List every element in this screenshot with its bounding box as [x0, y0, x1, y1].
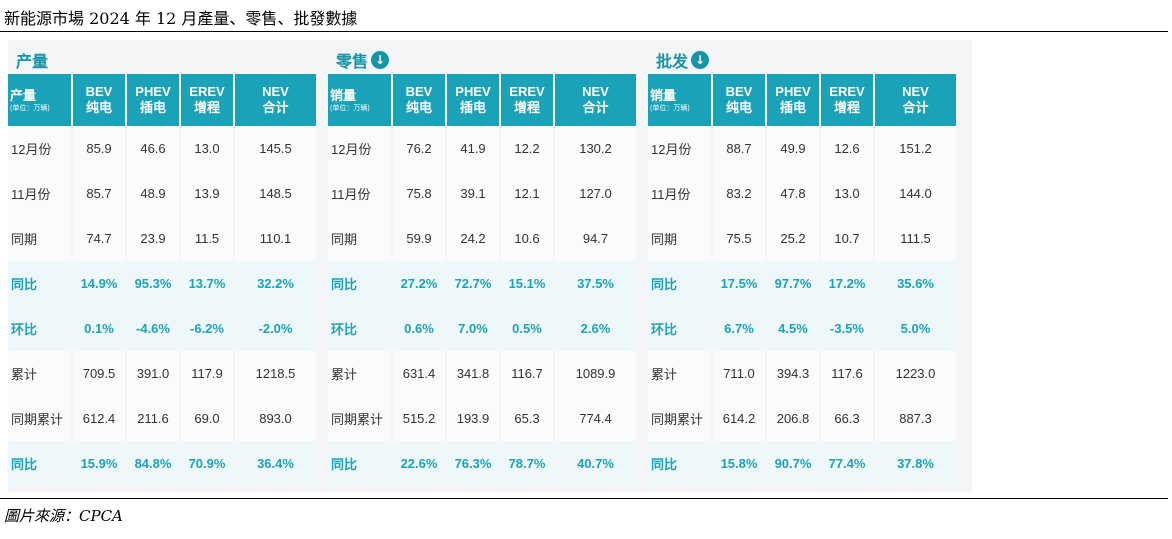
header-phev: PHEV 插电 — [446, 74, 501, 126]
header-phev: PHEV 插电 — [126, 74, 181, 126]
figure-source: 圖片來源：CPCA — [4, 507, 123, 525]
header-metric-label: 产量 — [10, 87, 37, 103]
header-metric: 销量 (单位：万辆) — [328, 74, 393, 126]
header-bev: BEV 纯电 — [712, 74, 767, 126]
wholesale-table: 销量 (单位：万辆) BEV 纯电 PHEV 插电 EREV 增程 NEV 合计 12月… — [648, 74, 956, 486]
production-title: 产量 — [16, 52, 49, 71]
table-row: 12月份 76.2 41.9 12.2 130.2 — [328, 126, 636, 171]
header-metric: 销量 (单位：万辆) — [648, 74, 713, 126]
table-row: 11月份 75.8 39.1 12.1 127.0 — [328, 171, 636, 216]
table-row: 同期累计 614.2 206.8 66.3 887.3 — [648, 396, 956, 441]
header-bev: BEV 纯电 — [392, 74, 447, 126]
table-row: 11月份 85.7 48.9 13.9 148.5 — [8, 171, 316, 216]
table-row: 12月份 88.7 49.9 12.6 151.2 — [648, 126, 956, 171]
header-nev: NEV 合计 — [874, 74, 956, 126]
panel-title: 产量 — [16, 48, 48, 72]
panel-title: 批发 ↓ — [656, 48, 710, 72]
table-row: 同期累计 612.4 211.6 69.0 893.0 — [8, 396, 316, 441]
arrow-down-circle-icon: ↓ — [371, 51, 390, 69]
header-row: 销量 (单位：万辆) BEV 纯电 PHEV 插电 EREV 增程 NEV 合计 — [328, 74, 636, 126]
header-erev: EREV 增程 — [180, 74, 235, 126]
header-row: 产量 (单位：万辆) BEV 纯电 PHEV 插电 EREV 增程 NEV 合计 — [8, 74, 316, 126]
table-row: 12月份 85.9 46.6 13.0 145.5 — [8, 126, 316, 171]
table-row-highlight: 同比 15.9% 84.8% 70.9% 36.4% — [8, 441, 316, 486]
table-row-highlight: 同比 15.8% 90.7% 77.4% 37.8% — [648, 441, 956, 486]
header-nev: NEV 合计 — [234, 74, 316, 126]
table-row: 累计 631.4 341.8 116.7 1089.9 — [328, 351, 636, 396]
header-row: 销量 (单位：万辆) BEV 纯电 PHEV 插电 EREV 增程 NEV 合计 — [648, 74, 956, 126]
header-metric-label: 销量 — [330, 87, 357, 103]
arrow-down-circle-icon: ↓ — [691, 51, 710, 69]
header-metric: 产量 (单位：万辆) — [8, 74, 73, 126]
header-erev: EREV 增程 — [500, 74, 555, 126]
figure: CPCA CPCA CPCA CPCA CPCA CPCA 产量 产量 (单位：… — [8, 40, 972, 492]
header-nev: NEV 合计 — [554, 74, 636, 126]
header-bev: BEV 纯电 — [72, 74, 127, 126]
table-row: 同期 74.7 23.9 11.5 110.1 — [8, 216, 316, 261]
table-row-highlight: 同比 17.5% 97.7% 17.2% 35.6% — [648, 261, 956, 306]
header-phev: PHEV 插电 — [766, 74, 821, 126]
unit-label: (单位：万辆) — [650, 104, 690, 112]
document-title: 新能源市場 2024 年 12 月產量、零售、批發數據 — [4, 9, 358, 28]
unit-label: (单位：万辆) — [330, 104, 370, 112]
table-row: 同期 75.5 25.2 10.7 111.5 — [648, 216, 956, 261]
table-row: 11月份 83.2 47.8 13.0 144.0 — [648, 171, 956, 216]
top-rule — [0, 31, 1168, 32]
header-metric-label: 销量 — [650, 87, 677, 103]
production-table: 产量 (单位：万辆) BEV 纯电 PHEV 插电 EREV 增程 NEV 合计 12月… — [8, 74, 316, 486]
table-row: 同期 59.9 24.2 10.6 94.7 — [328, 216, 636, 261]
unit-label: (单位：万辆) — [10, 104, 50, 112]
bottom-rule — [0, 498, 1168, 499]
table-row: 同期累计 515.2 193.9 65.3 774.4 — [328, 396, 636, 441]
wholesale-title: 批发 — [656, 52, 689, 71]
table-row-highlight: 环比 0.6% 7.0% 0.5% 2.6% — [328, 306, 636, 351]
header-erev: EREV 增程 — [820, 74, 875, 126]
retail-table: 销量 (单位：万辆) BEV 纯电 PHEV 插电 EREV 增程 NEV 合计 12月… — [328, 74, 636, 486]
table-row: 累计 709.5 391.0 117.9 1218.5 — [8, 351, 316, 396]
table-row-highlight: 环比 6.7% 4.5% -3.5% 5.0% — [648, 306, 956, 351]
table-row: 累计 711.0 394.3 117.6 1223.0 — [648, 351, 956, 396]
table-row-highlight: 同比 14.9% 95.3% 13.7% 32.2% — [8, 261, 316, 306]
table-row-highlight: 同比 22.6% 76.3% 78.7% 40.7% — [328, 441, 636, 486]
retail-title: 零售 — [336, 52, 369, 71]
table-row-highlight: 环比 0.1% -4.6% -6.2% -2.0% — [8, 306, 316, 351]
panel-title: 零售 ↓ — [336, 48, 390, 72]
table-row-highlight: 同比 27.2% 72.7% 15.1% 37.5% — [328, 261, 636, 306]
